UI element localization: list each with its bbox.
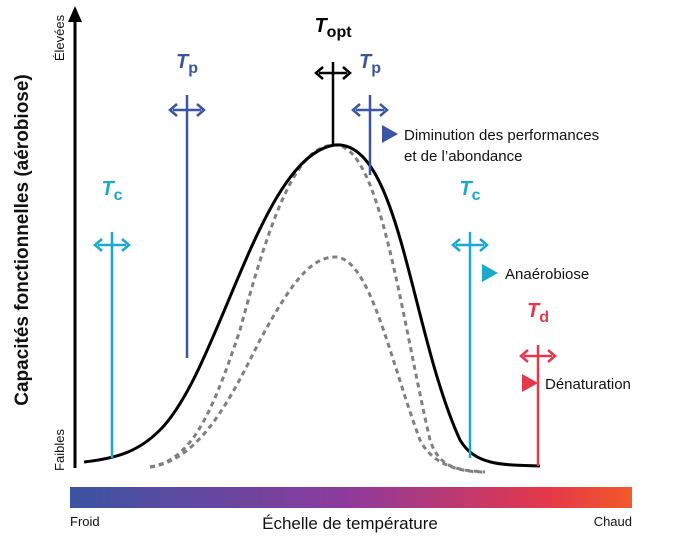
threshold-arrow-head bbox=[379, 103, 389, 117]
threshold-label: Topt bbox=[314, 15, 352, 41]
axis-high: Élevées bbox=[52, 14, 67, 61]
performance-curve bbox=[83, 143, 541, 468]
note-marker bbox=[522, 374, 538, 392]
threshold-symbol: T bbox=[459, 178, 473, 200]
threshold-arrow-head bbox=[547, 349, 557, 363]
threshold-arrow-head bbox=[168, 103, 178, 117]
threshold-subscript: p bbox=[371, 60, 381, 77]
threshold-symbol: T bbox=[359, 51, 373, 73]
threshold-symbol: T bbox=[527, 300, 541, 322]
threshold-symbol: T bbox=[314, 15, 328, 37]
note-marker bbox=[382, 125, 398, 143]
threshold-label: Tc bbox=[459, 178, 480, 204]
dashed-curve bbox=[149, 143, 486, 474]
axis-low: Faibles bbox=[52, 429, 67, 471]
threshold-subscript: p bbox=[188, 60, 198, 77]
threshold-label: Tc bbox=[101, 178, 122, 204]
threshold-subscript: d bbox=[539, 309, 549, 326]
threshold-arrow-head bbox=[196, 103, 206, 117]
note-marker bbox=[482, 264, 498, 282]
threshold-subscript: c bbox=[472, 187, 481, 204]
y-axis-arrow bbox=[68, 6, 82, 22]
note: et de l’abondance bbox=[404, 148, 522, 165]
threshold-symbol: T bbox=[101, 178, 115, 200]
axis-title: Capacités fonctionnelles (aérobiose) bbox=[12, 74, 33, 406]
scale-left: Froid bbox=[70, 514, 100, 529]
threshold-arrow-head bbox=[342, 66, 352, 80]
threshold-arrow-head bbox=[519, 349, 529, 363]
threshold-arrow-head bbox=[351, 103, 361, 117]
threshold-arrow-head bbox=[451, 238, 461, 252]
scale-title: Échelle de température bbox=[262, 514, 438, 533]
threshold-arrow-head bbox=[479, 238, 489, 252]
scale-right: Chaud bbox=[594, 514, 632, 529]
threshold-symbol: T bbox=[176, 51, 190, 73]
dashed-curve bbox=[149, 255, 486, 474]
threshold-arrow-head bbox=[93, 238, 103, 252]
note: Anaérobiose bbox=[505, 266, 589, 283]
note: Dénaturation bbox=[545, 376, 631, 393]
temperature-bar bbox=[70, 487, 632, 508]
threshold-label: Td bbox=[527, 300, 549, 326]
threshold-subscript: opt bbox=[327, 24, 353, 41]
threshold-arrow-head bbox=[314, 66, 324, 80]
threshold-subscript: c bbox=[114, 187, 123, 204]
threshold-arrow-head bbox=[121, 238, 131, 252]
note: Diminution des performances bbox=[404, 127, 599, 144]
threshold-label: Tp bbox=[176, 51, 198, 77]
threshold-label: Tp bbox=[359, 51, 381, 77]
